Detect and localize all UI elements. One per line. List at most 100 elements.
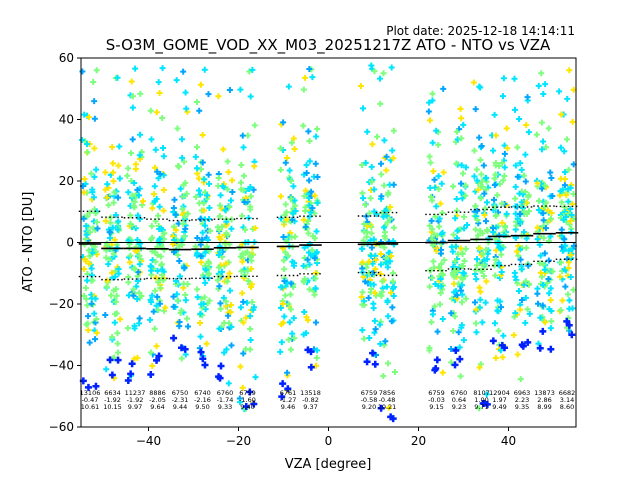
data-point [243,314,250,321]
data-point [438,267,445,273]
data-point [171,196,178,203]
data-point [288,177,295,184]
data-point [460,269,467,276]
data-point [91,98,98,105]
data-point [131,179,138,186]
data-point [227,309,234,316]
bin-count-label: 13106 [80,389,101,397]
data-point [277,166,284,173]
data-point [472,226,479,233]
data-point [105,261,112,268]
scatter-bin-4 [169,68,192,362]
data-point [124,172,131,179]
bin-count-label: 12904 [489,389,510,397]
data-point [370,236,377,243]
data-point [501,150,508,157]
data-point [566,297,573,304]
data-point [368,178,375,185]
data-point [114,74,121,81]
data-point [289,330,296,337]
data-point [547,169,554,176]
plot-date: Plot date: 2025-12-18 14:14:11 [386,24,575,38]
outlier-point [108,371,116,379]
bin-count-label: 6963 [514,389,531,397]
data-point [149,257,156,264]
data-point [498,200,505,207]
data-point [173,291,180,298]
data-point [90,194,97,201]
data-point [390,238,397,245]
bin-std-label: 10.21 [378,403,397,411]
data-point [454,136,461,143]
data-point [306,137,313,144]
data-point [430,258,437,265]
data-point [525,192,532,199]
data-point [518,199,525,206]
data-point [102,312,109,319]
outlier-point [215,373,223,381]
data-point [368,163,375,170]
data-point [301,308,308,315]
data-point [462,245,469,252]
data-point [372,256,379,263]
data-point [517,219,524,226]
data-point [215,174,222,181]
bin-count-label: 6759 [428,389,445,397]
data-point [110,287,117,294]
data-point [381,224,388,231]
outlier-point [452,346,460,354]
data-point [483,175,490,182]
data-point [200,207,207,214]
bin-mean-label: -2.05 [149,396,166,404]
data-point [540,234,547,241]
data-point [357,83,364,90]
data-point [91,173,98,180]
data-point [222,298,229,305]
data-point [476,245,483,252]
data-point [559,297,566,304]
data-point [448,345,455,352]
data-point [464,221,471,228]
data-point [130,203,137,210]
data-point [239,290,246,297]
bin-std-label: 10.61 [81,403,100,411]
data-point [111,236,118,243]
outlier-point [128,360,136,368]
data-point [205,171,212,178]
bin-mean-label: -0.82 [302,396,319,404]
data-point [500,177,507,184]
data-point [382,338,389,345]
data-point [503,125,510,132]
outlier-point [451,361,459,369]
data-point [291,146,298,153]
data-point [155,175,162,182]
data-point [368,285,375,292]
data-point [570,190,577,197]
data-point [217,202,224,209]
data-point [494,297,501,304]
data-point [482,218,489,225]
outlier-point [84,383,92,391]
data-point [152,258,159,265]
data-point [228,302,235,309]
data-point [300,262,307,269]
y-tick-label: 0 [66,236,74,250]
data-point [174,125,181,132]
data-point [462,164,469,171]
data-point [137,131,144,138]
data-point [103,366,110,373]
data-point [545,276,552,283]
data-point [429,90,436,97]
data-point [249,66,256,73]
data-point [522,278,529,285]
data-point [460,170,467,177]
data-point [198,301,205,308]
data-point [523,244,530,251]
data-point [439,369,446,376]
data-point [440,85,447,92]
data-point [360,105,367,112]
data-point [481,212,488,219]
data-point [512,183,519,190]
data-point [127,220,134,227]
data-point [134,186,141,193]
